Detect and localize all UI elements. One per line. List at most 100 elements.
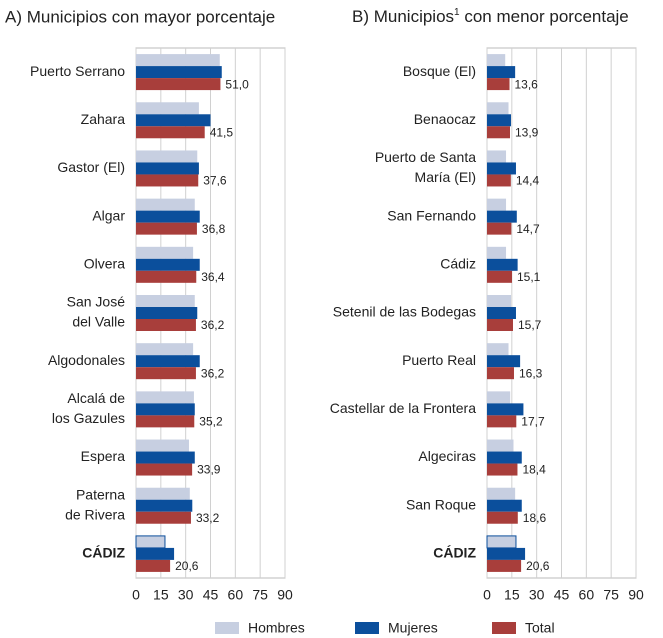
- bar: [487, 270, 512, 283]
- category-label: del Valle: [72, 314, 125, 330]
- category-label: Algeciras: [418, 448, 476, 464]
- bar: [136, 451, 195, 464]
- bar: [486, 535, 517, 549]
- bar: [487, 415, 517, 428]
- category-label: Puerto Real: [402, 352, 476, 368]
- bar: [487, 499, 522, 512]
- bar: [487, 487, 516, 500]
- bar: [136, 210, 200, 223]
- bar: [136, 547, 175, 560]
- value-label: 16,3: [519, 366, 543, 380]
- value-label: 13,9: [515, 125, 539, 139]
- bar: [136, 114, 211, 127]
- category-label: Setenil de las Bodegas: [333, 304, 476, 320]
- bar: [136, 559, 171, 572]
- bar: [136, 343, 194, 356]
- category-label: los Gazules: [52, 410, 125, 426]
- bar: [136, 511, 191, 524]
- bar: [136, 439, 189, 452]
- bar: [487, 162, 516, 175]
- category-label: CÁDIZ: [82, 545, 125, 561]
- category-label: Olvera: [84, 256, 125, 272]
- value-label: 36,4: [201, 270, 225, 284]
- value-label: 15,1: [517, 270, 541, 284]
- x-tick-label: 30: [529, 587, 545, 603]
- bar: [487, 511, 518, 524]
- value-label: 51,0: [225, 77, 249, 91]
- legend-label: Mujeres: [388, 620, 438, 636]
- title-part: con menor porcentaje: [460, 7, 629, 26]
- x-tick-label: 15: [153, 587, 169, 603]
- category-label: Puerto de Santa: [375, 149, 476, 165]
- bar: [487, 210, 517, 223]
- value-label: 13,6: [515, 77, 539, 91]
- legend-label: Total: [525, 620, 555, 636]
- x-tick-label: 45: [554, 587, 570, 603]
- bar: [135, 535, 166, 549]
- bar: [487, 150, 507, 163]
- value-label: 20,6: [526, 559, 550, 573]
- bar: [487, 198, 507, 211]
- bar: [136, 66, 222, 79]
- bar: [487, 391, 511, 404]
- bar: [487, 114, 512, 127]
- bar: [487, 54, 506, 67]
- legend-swatch: [492, 622, 516, 634]
- category-label: Gastor (El): [57, 159, 125, 175]
- x-tick-label: 60: [228, 587, 244, 603]
- bar: [136, 391, 194, 404]
- x-tick-label: 90: [277, 587, 293, 603]
- value-label: 41,5: [210, 125, 234, 139]
- legend-swatch: [215, 622, 239, 634]
- category-label: Bosque (El): [403, 63, 476, 79]
- bar: [136, 367, 196, 380]
- bar: [136, 102, 199, 115]
- bar: [136, 463, 193, 476]
- bar: [136, 403, 195, 416]
- bar: [136, 355, 200, 368]
- bar: [487, 463, 518, 476]
- x-tick-label: 75: [603, 587, 619, 603]
- bar: [136, 198, 195, 211]
- category-label: Algodonales: [48, 352, 125, 368]
- bar: [136, 126, 205, 139]
- bar: [487, 126, 511, 139]
- value-label: 33,2: [196, 511, 220, 525]
- x-tick-label: 30: [178, 587, 194, 603]
- category-label: Puerto Serrano: [30, 63, 125, 79]
- x-tick-label: 0: [132, 587, 140, 603]
- category-label: San José: [67, 294, 126, 310]
- x-tick-label: 60: [579, 587, 595, 603]
- bar: [487, 319, 513, 331]
- category-label: Alcalá de: [67, 390, 125, 406]
- bar: [487, 451, 522, 464]
- bar: [487, 222, 512, 235]
- category-label: Paterna: [76, 486, 125, 502]
- category-label: Algar: [92, 207, 125, 223]
- bar: [487, 258, 518, 271]
- bar: [487, 66, 516, 79]
- x-tick-label: 45: [203, 587, 219, 603]
- bar: [487, 78, 510, 91]
- bar: [487, 439, 514, 452]
- chart-title: A) Municipios con mayor porcentaje: [5, 7, 275, 26]
- bar: [487, 295, 512, 307]
- bar: [487, 403, 524, 416]
- value-label: 18,4: [522, 463, 546, 477]
- title-superscript: 1: [454, 7, 460, 18]
- bar: [487, 547, 526, 560]
- category-label: Espera: [81, 448, 126, 464]
- category-label: Benaocaz: [414, 111, 476, 127]
- bar: [136, 307, 198, 319]
- x-tick-label: 0: [483, 587, 491, 603]
- legend-label: Hombres: [248, 620, 305, 636]
- value-label: 33,9: [197, 463, 221, 477]
- bar: [136, 499, 193, 512]
- value-label: 14,4: [516, 174, 540, 188]
- category-label: San Roque: [406, 496, 476, 512]
- bar: [136, 174, 199, 187]
- bar: [136, 150, 198, 163]
- bar: [136, 319, 196, 331]
- bar: [136, 54, 220, 67]
- bar: [136, 258, 200, 271]
